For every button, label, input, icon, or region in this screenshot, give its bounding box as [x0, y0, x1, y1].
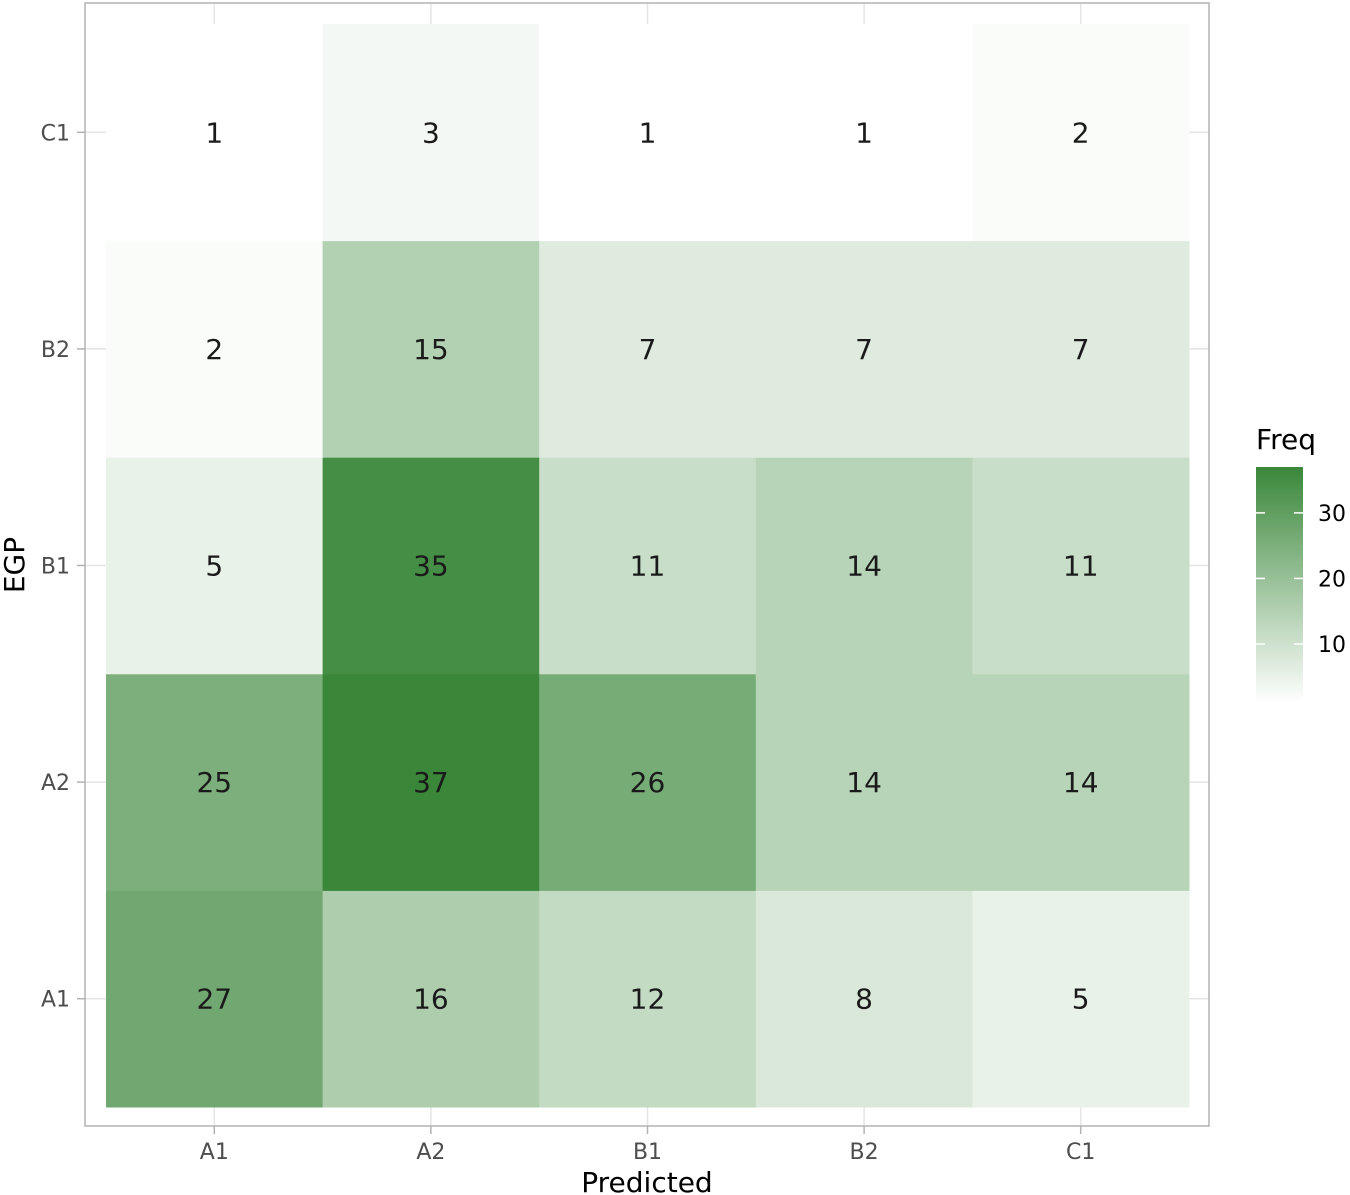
x-tick-label: C1: [1066, 1140, 1095, 1165]
heatmap-cell-c1-b1: [539, 24, 757, 242]
cell-label: 7: [855, 333, 873, 366]
cell-label: 1: [205, 116, 223, 149]
heatmap-cell-a1-b1: [539, 890, 757, 1108]
x-tick-label: A2: [416, 1140, 445, 1165]
heatmap-cell-a2-b1: [539, 673, 757, 891]
legend-title: Freq: [1256, 423, 1316, 456]
y-axis-title: EGP: [0, 537, 31, 593]
heatmap-cell-b2-c1: [972, 240, 1190, 458]
cell-label: 27: [196, 983, 232, 1016]
cell-label: 15: [413, 333, 449, 366]
x-tick-label: B1: [633, 1140, 662, 1165]
cell-label: 2: [205, 333, 223, 366]
heatmap-cell-a2-c1: [972, 673, 1190, 891]
cell-labels: 27 16 12 8 525 37 26 14 145 35 11 14 112 15 7 7 71 3 1 1 2: [196, 116, 1098, 1015]
y-tick-label: B2: [41, 338, 70, 363]
cell-label: 37: [413, 766, 449, 799]
heatmap-cell-b1-a2: [322, 457, 540, 675]
y-axis: A1 A2 B1 B2 C1: [41, 121, 85, 1013]
heatmap-cell-b1-b1: [539, 457, 757, 675]
cell-label: 8: [855, 983, 873, 1016]
y-tick-label: A1: [41, 988, 70, 1013]
heatmap-cell-a1-a2: [322, 890, 540, 1108]
heatmap-cell-a2-b2: [755, 673, 973, 891]
cell-label: 14: [846, 550, 882, 583]
heatmap-cell-b1-c1: [972, 457, 1190, 675]
heatmap-cell-a1-b2: [755, 890, 973, 1108]
cell-label: 11: [630, 550, 666, 583]
cell-label: 7: [1072, 333, 1090, 366]
heatmap-cell-c1-b2: [755, 24, 973, 242]
heatmap-cell-b2-a2: [322, 240, 540, 458]
cell-label: 3: [422, 116, 440, 149]
y-tick-label: A2: [41, 771, 70, 796]
legend-tick-label: 20: [1318, 567, 1346, 592]
cell-label: 1: [855, 116, 873, 149]
heatmap-cell-b2-b2: [755, 240, 973, 458]
legend-colorbar: [1256, 467, 1303, 703]
cell-label: 26: [630, 766, 666, 799]
cell-label: 5: [205, 550, 223, 583]
cell-label: 16: [413, 983, 449, 1016]
cell-label: 1: [639, 116, 657, 149]
heatmap-cell-a2-a1: [106, 673, 324, 891]
cell-label: 7: [639, 333, 657, 366]
cell-label: 11: [1063, 550, 1099, 583]
heatmap-cell-b1-b2: [755, 457, 973, 675]
heatmap-cell-a1-a1: [106, 890, 324, 1108]
y-tick-label: B1: [41, 555, 70, 580]
heatmap-cell-c1-c1: [972, 24, 1190, 242]
cell-label: 35: [413, 550, 449, 583]
heatmap-cell-c1-a1: [106, 24, 324, 242]
heatmap-cell-b1-a1: [106, 457, 324, 675]
y-tick-label: C1: [41, 121, 70, 146]
cell-label: 14: [846, 766, 882, 799]
heatmap-cells: [106, 24, 1190, 1108]
legend-tick-label: 10: [1318, 633, 1346, 658]
cell-label: 2: [1072, 116, 1090, 149]
x-tick-label: B2: [850, 1140, 879, 1165]
heatmap-cell-a1-c1: [972, 890, 1190, 1108]
heatmap-cell-c1-a2: [322, 24, 540, 242]
legend-tick-label: 30: [1318, 502, 1346, 527]
cell-label: 14: [1063, 766, 1099, 799]
x-axis: A1 A2 B1 B2 C1: [200, 1126, 1095, 1165]
heatmap-cell-b2-b1: [539, 240, 757, 458]
legend: Freq 10 20 30: [1256, 423, 1346, 703]
cell-label: 12: [630, 983, 666, 1016]
cell-label: 25: [196, 766, 232, 799]
x-axis-title: Predicted: [581, 1166, 712, 1195]
cell-label: 5: [1072, 983, 1090, 1016]
heatmap-cell-b2-a1: [106, 240, 324, 458]
heatmap-cell-a2-a2: [322, 673, 540, 891]
x-tick-label: A1: [200, 1140, 229, 1165]
